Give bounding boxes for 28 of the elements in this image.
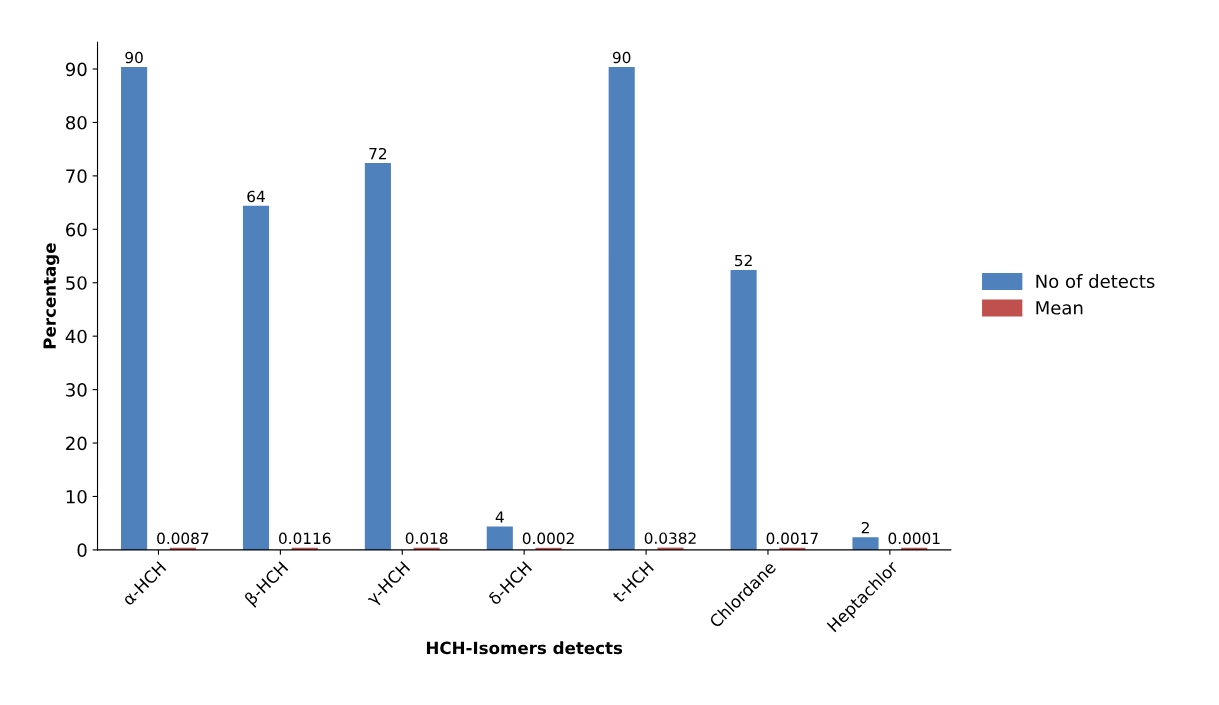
y-axis-title: Percentage xyxy=(43,243,60,349)
y-tick-label: 50 xyxy=(66,276,87,290)
y-tick-label: 90 xyxy=(65,62,87,77)
data-label: 2 xyxy=(861,521,869,534)
data-label: 0.0002 xyxy=(522,532,574,545)
y-tick-label: 70 xyxy=(66,169,87,183)
y-tick-label: 20 xyxy=(66,436,87,451)
y-tick-label: 0 xyxy=(77,543,87,558)
data-label: 90 xyxy=(612,51,631,64)
data-label: 64 xyxy=(247,190,265,203)
y-tick-label: 40 xyxy=(65,329,87,344)
data-label: 0.0116 xyxy=(279,532,331,545)
data-label: 0.0001 xyxy=(888,532,940,545)
legend-label: Mean xyxy=(1036,301,1083,315)
data-label: 0.0382 xyxy=(644,532,696,544)
data-label: 52 xyxy=(735,254,752,267)
y-tick-label: 80 xyxy=(66,115,87,130)
data-label: 72 xyxy=(369,147,387,160)
legend-label: No of detects xyxy=(1036,274,1155,289)
y-tick-label: 10 xyxy=(66,489,87,504)
data-label: 4 xyxy=(495,511,504,523)
x-axis-title: HCH-Isomers detects xyxy=(426,641,623,655)
y-tick-label: 60 xyxy=(66,222,87,237)
data-label: 0.018 xyxy=(405,532,448,545)
data-label: 90 xyxy=(125,51,143,64)
y-tick-label: 30 xyxy=(66,383,87,397)
data-label: 0.0087 xyxy=(157,532,209,545)
data-label: 0.0017 xyxy=(766,532,818,545)
